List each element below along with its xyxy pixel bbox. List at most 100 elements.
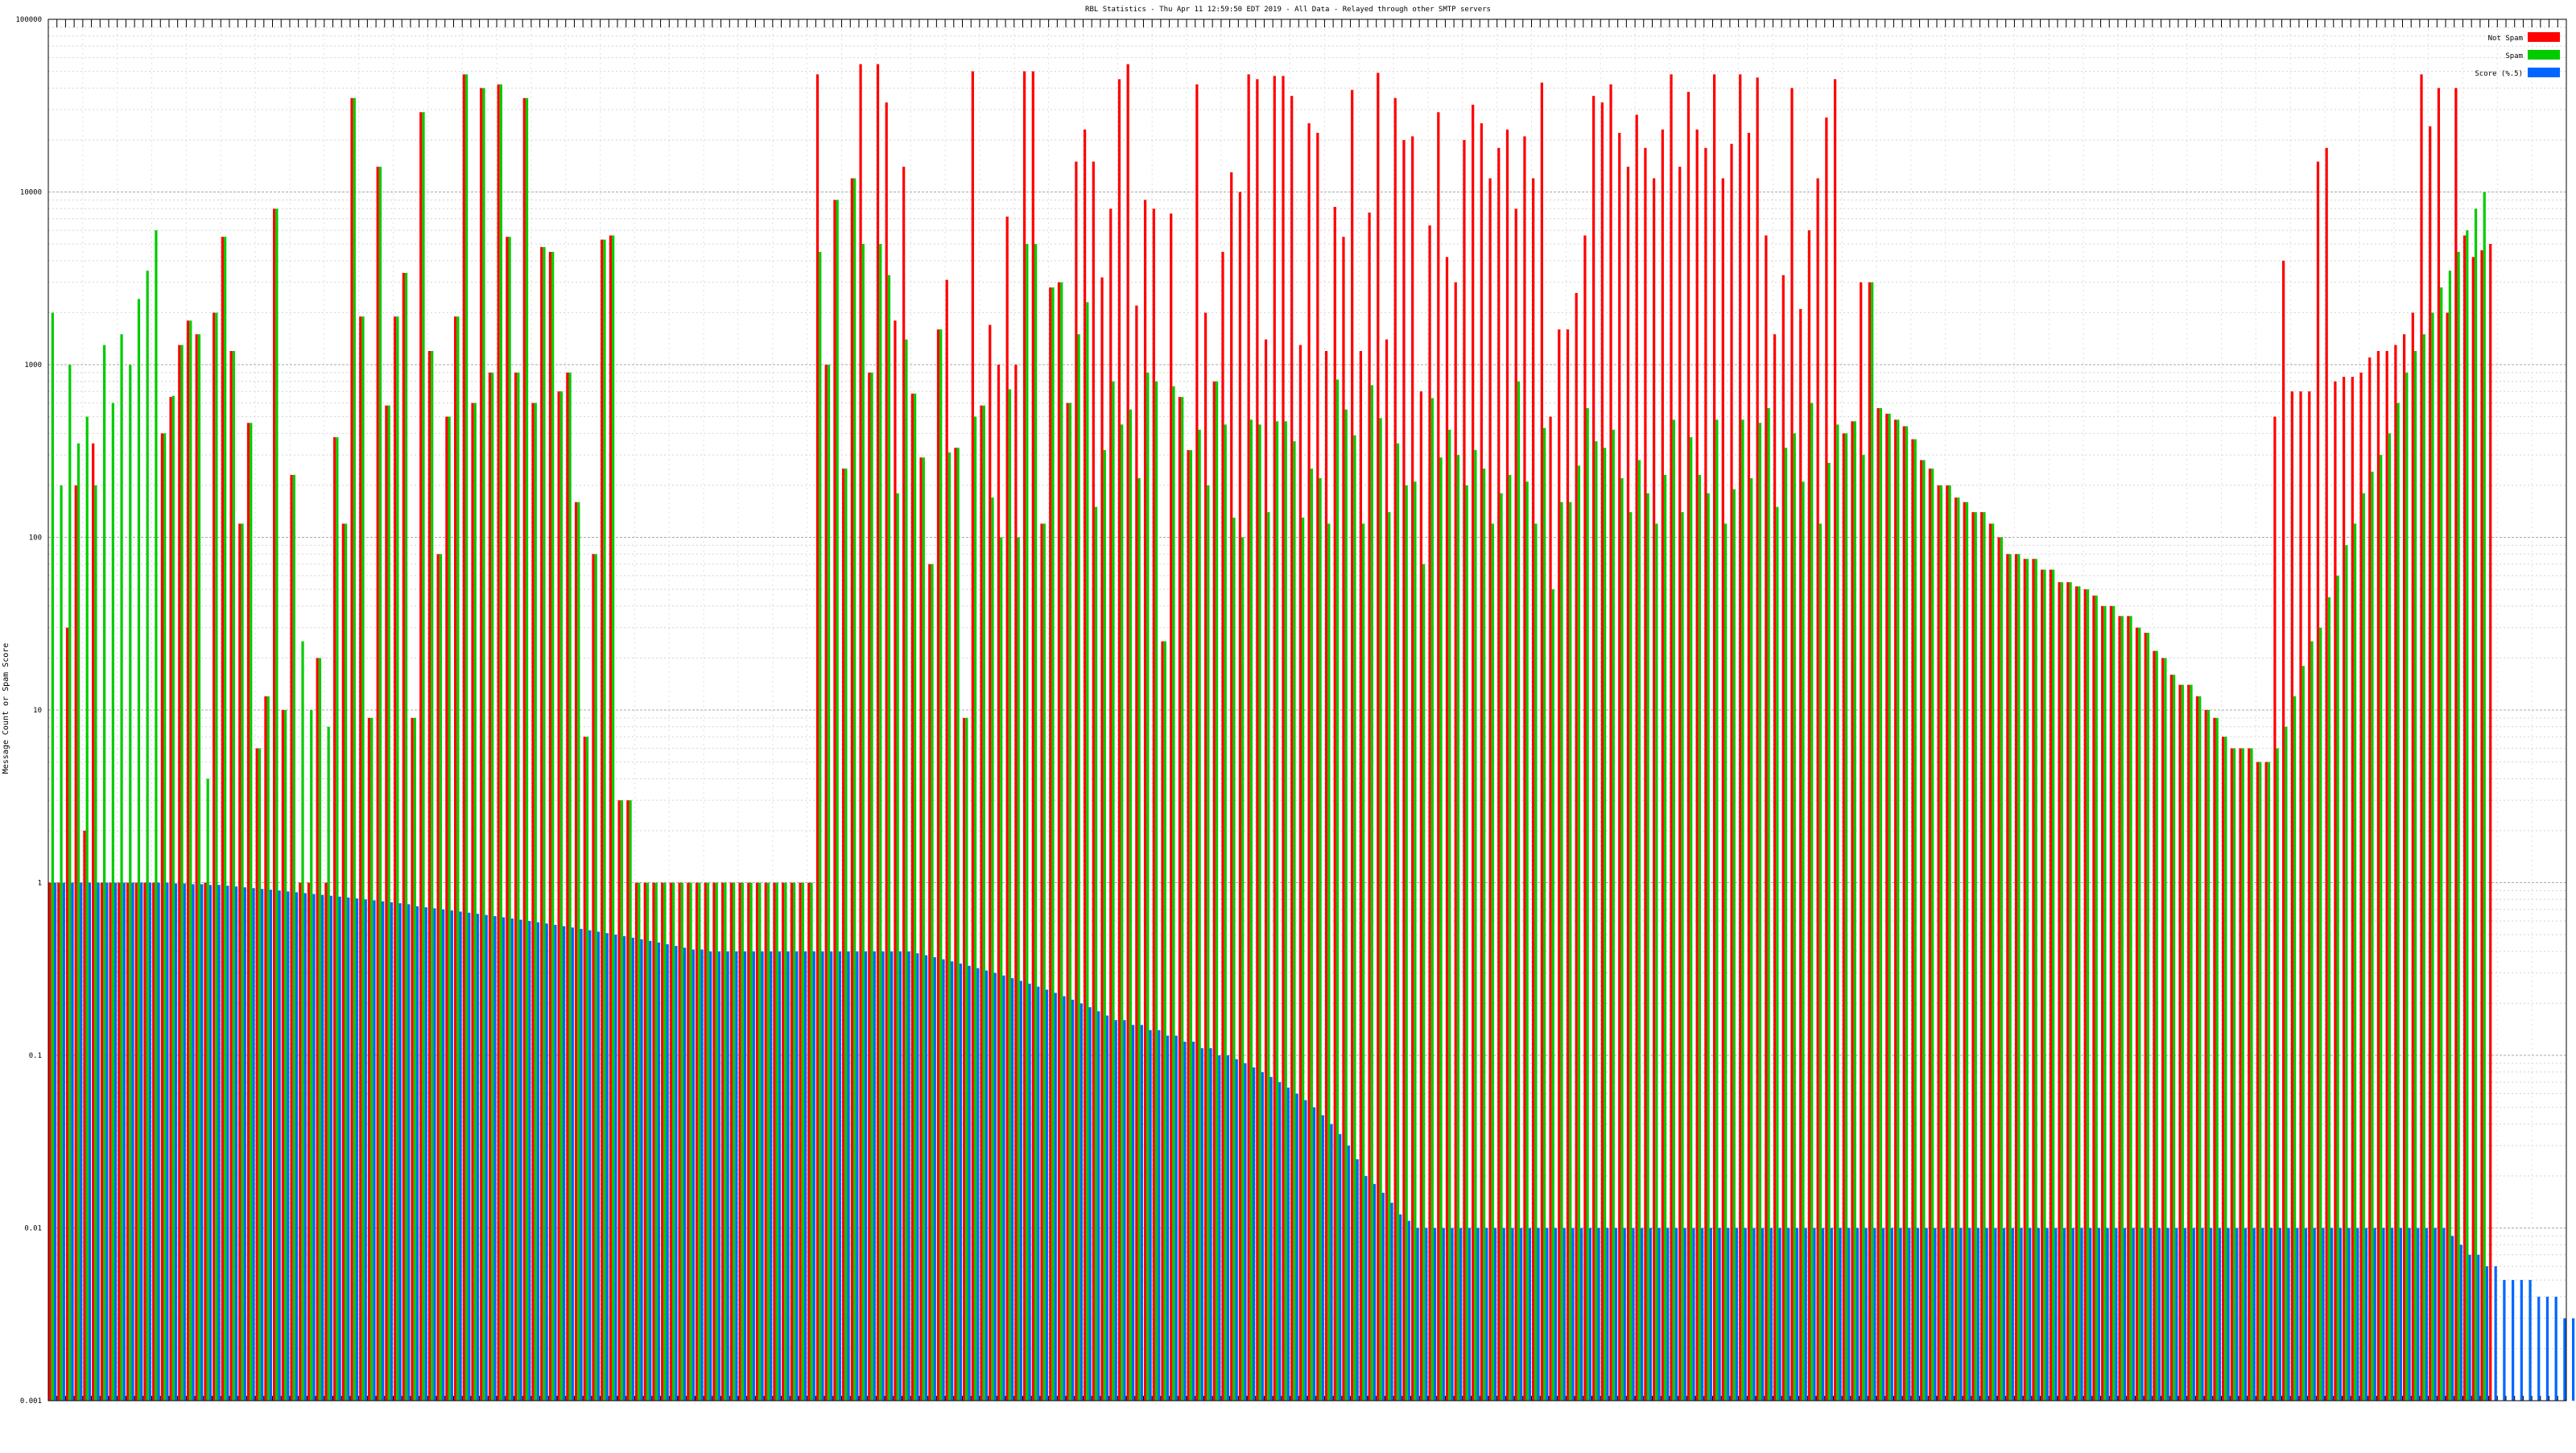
bar-2 xyxy=(2279,1228,2281,1401)
bar-2 xyxy=(1718,1228,1720,1401)
bar-0 xyxy=(618,800,621,1401)
legend-swatch xyxy=(2528,50,2560,60)
bar-0 xyxy=(946,280,948,1401)
bar-1 xyxy=(2380,455,2382,1401)
bar-0 xyxy=(1748,133,1750,1401)
bar-0 xyxy=(1894,419,1897,1401)
bar-1 xyxy=(983,406,985,1401)
bar-1 xyxy=(1595,441,1597,1401)
bar-0 xyxy=(178,345,180,1401)
bar-1 xyxy=(414,718,416,1401)
bar-1 xyxy=(284,710,287,1401)
bar-1 xyxy=(2337,576,2339,1401)
bar-0 xyxy=(1782,275,1785,1401)
bar-0 xyxy=(126,883,129,1401)
bar-0 xyxy=(1808,230,1810,1401)
bar-2 xyxy=(1408,1221,1410,1401)
bar-0 xyxy=(842,469,844,1401)
bar-1 xyxy=(560,391,563,1401)
bar-0 xyxy=(1351,90,1353,1401)
bar-0 xyxy=(1014,365,1017,1401)
bar-1 xyxy=(215,312,217,1401)
bar-1 xyxy=(1759,423,1761,1401)
bar-0 xyxy=(489,373,491,1401)
bar-2 xyxy=(1847,1228,1850,1401)
bar-0 xyxy=(247,423,250,1401)
bar-0 xyxy=(1541,83,1543,1401)
bar-1 xyxy=(2156,651,2158,1401)
bar-0 xyxy=(928,564,931,1401)
bar-2 xyxy=(632,938,634,1401)
bar-2 xyxy=(960,964,962,1401)
bar-2 xyxy=(200,884,203,1401)
bar-1 xyxy=(293,475,295,1401)
bar-0 xyxy=(558,391,560,1401)
bar-1 xyxy=(379,167,382,1401)
bar-2 xyxy=(2219,1228,2221,1401)
bar-0 xyxy=(2368,357,2371,1401)
bar-0 xyxy=(670,883,672,1401)
bar-2 xyxy=(1537,1228,1539,1401)
bar-0 xyxy=(661,883,663,1401)
bar-1 xyxy=(2449,270,2451,1401)
bar-1 xyxy=(749,883,752,1401)
bar-2 xyxy=(105,883,108,1401)
bar-0 xyxy=(1385,340,1388,1401)
bar-0 xyxy=(1817,179,1819,1401)
bar-1 xyxy=(1457,455,1459,1401)
bar-0 xyxy=(2170,675,2173,1401)
bar-1 xyxy=(1483,469,1485,1401)
y-tick-label: 1 xyxy=(38,880,42,888)
bar-2 xyxy=(1692,1228,1695,1401)
bar-0 xyxy=(1420,391,1422,1401)
bar-1 xyxy=(2414,351,2417,1401)
bar-1 xyxy=(2078,586,2080,1401)
bar-0 xyxy=(324,883,327,1401)
bar-2 xyxy=(649,941,651,1401)
bar-0 xyxy=(342,524,345,1401)
bar-2 xyxy=(1657,1228,1660,1401)
bar-0 xyxy=(1773,334,1776,1401)
bar-1 xyxy=(672,883,675,1401)
bar-0 xyxy=(1644,148,1646,1401)
y-tick-label: 100 xyxy=(29,535,42,543)
bar-1 xyxy=(1905,426,1908,1401)
bar-2 xyxy=(1175,1036,1178,1401)
bar-2 xyxy=(795,951,798,1401)
bar-2 xyxy=(493,916,496,1401)
bar-1 xyxy=(1802,481,1804,1401)
bar-1 xyxy=(2000,538,2003,1401)
bar-2 xyxy=(1443,1228,1445,1401)
bar-0 xyxy=(851,179,853,1401)
bar-2 xyxy=(1649,1228,1652,1401)
bar-2 xyxy=(321,895,324,1401)
bar-1 xyxy=(586,737,588,1401)
bar-0 xyxy=(2187,685,2190,1401)
bar-1 xyxy=(681,883,683,1401)
bar-0 xyxy=(1092,162,1095,1401)
bar-0 xyxy=(2110,606,2112,1401)
bar-2 xyxy=(149,883,151,1401)
bar-0 xyxy=(1920,460,1922,1401)
bar-0 xyxy=(514,373,517,1401)
bar-0 xyxy=(687,883,689,1401)
bar-2 xyxy=(546,923,548,1401)
bar-1 xyxy=(1224,424,1227,1401)
bar-1 xyxy=(353,98,356,1401)
bar-0 xyxy=(1971,512,1974,1401)
bar-2 xyxy=(1485,1228,1488,1401)
bar-2 xyxy=(2356,1228,2359,1401)
bar-1 xyxy=(112,403,114,1401)
bar-1 xyxy=(741,883,744,1401)
bar-0 xyxy=(2472,257,2475,1401)
bar-1 xyxy=(301,642,303,1401)
bar-1 xyxy=(163,433,166,1401)
bar-2 xyxy=(511,918,514,1401)
bar-0 xyxy=(66,628,68,1401)
bar-1 xyxy=(1388,512,1390,1401)
bar-1 xyxy=(1699,475,1701,1401)
bar-0 xyxy=(2205,710,2207,1401)
bar-0 xyxy=(135,883,138,1401)
bar-2 xyxy=(2537,1297,2540,1401)
